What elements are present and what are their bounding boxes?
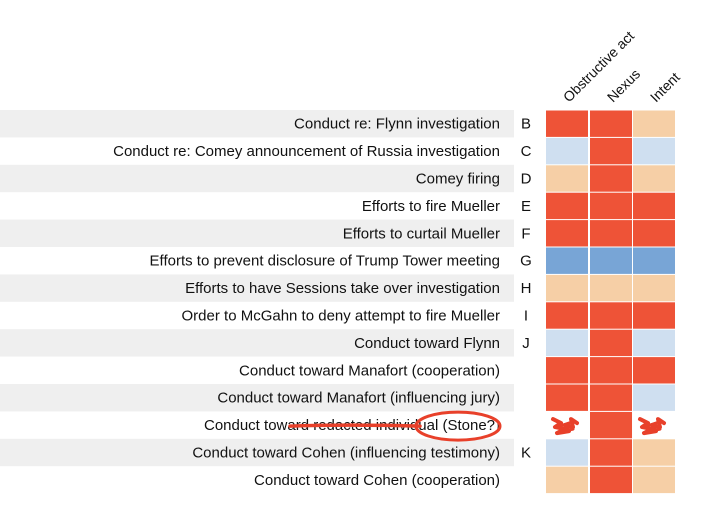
column-header: Intent [647,69,683,105]
heatmap-cell [590,302,632,329]
row-label: Efforts to prevent disclosure of Trump T… [150,253,500,270]
heatmap-cell [590,329,632,357]
scribble-mark [642,420,662,434]
heatmap-cell [546,110,588,137]
heatmap-cell [590,357,632,384]
heatmap-cell [633,110,675,137]
heatmap-cell [546,302,588,329]
heatmap-cell [546,466,588,494]
row-label: Conduct toward Flynn [354,335,500,352]
row-letter: E [521,198,531,215]
heatmap-cell [590,220,632,247]
row-letter: K [521,445,531,462]
heatmap-cell [546,439,588,466]
row-label: Conduct toward Cohen (cooperation) [254,472,500,489]
heatmap-cell [633,220,675,247]
row-letter: C [521,143,532,160]
row-letter: H [521,280,532,297]
row-band [0,110,514,138]
heatmap-cell [633,192,675,220]
scribble-mark [555,420,575,434]
row-band [0,329,514,357]
row-label: Conduct toward Manafort (cooperation) [239,362,500,379]
heatmap-cell [546,220,588,247]
heatmap-cell [546,192,588,220]
row-band [0,384,514,412]
heatmap-cell [590,110,632,137]
heatmap-cell [590,137,632,165]
row-letter: G [520,253,532,270]
heatmap-cell [590,192,632,220]
column-header: Nexus [604,66,643,105]
strikethrough-annotation [288,423,422,428]
circle-annotation [414,410,502,442]
row-label: Conduct toward Manafort (influencing jur… [217,390,500,407]
row-letter: F [521,225,530,242]
heatmap-cell [590,165,632,192]
row-label: Comey firing [416,171,500,188]
heatmap-cell [633,137,675,165]
heatmap-cell [633,247,675,274]
row-label: Order to McGahn to deny attempt to fire … [182,308,500,325]
row-label: Conduct re: Flynn investigation [294,116,500,133]
heatmap-cell [590,384,632,411]
row-label: Efforts to curtail Mueller [343,225,500,242]
heatmap-cell [546,165,588,192]
row-band [0,438,514,467]
heatmap-cell [590,411,632,439]
heatmap-cell [546,384,588,411]
row-letter: D [521,171,532,188]
heatmap-cell [590,439,632,466]
heatmap-cell [633,439,675,466]
heatmap-cell [633,302,675,329]
row-label: Efforts to have Sessions take over inves… [185,280,500,297]
row-band [0,274,514,302]
heatmap-cell [546,247,588,274]
row-label: Conduct re: Comey announcement of Russia… [113,143,500,160]
heatmap-cell [546,274,588,302]
row-letter: J [522,335,530,352]
row-band [0,219,514,247]
heatmap-cell [590,466,632,494]
heatmap-cell [633,384,675,411]
row-label: Efforts to fire Mueller [362,198,500,215]
row-label: Conduct toward Cohen (influencing testim… [192,445,500,462]
heatmap-cell [633,466,675,494]
heatmap-cell [633,165,675,192]
heatmap-cell [590,247,632,274]
heatmap-cell [633,357,675,384]
heatmap-cell [546,357,588,384]
heatmap-cell [633,329,675,357]
heatmap-cell [633,274,675,302]
heatmap-cell [590,274,632,302]
heatmap-cell [546,329,588,357]
heatmap-cell [546,137,588,165]
row-letter: B [521,116,531,133]
row-letter: I [524,308,528,325]
row-band [0,164,514,193]
